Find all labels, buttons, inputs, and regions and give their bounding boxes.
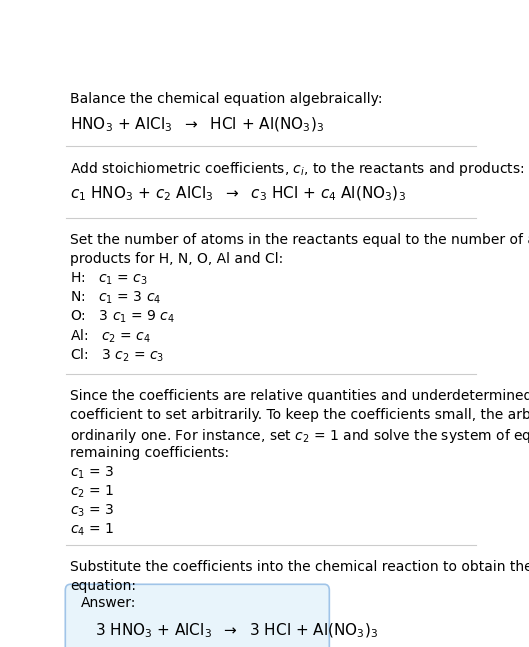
- Text: H:   $c_1$ = $c_3$: H: $c_1$ = $c_3$: [70, 271, 148, 287]
- Text: remaining coefficients:: remaining coefficients:: [70, 446, 230, 460]
- Text: O:   3 $c_1$ = 9 $c_4$: O: 3 $c_1$ = 9 $c_4$: [70, 309, 176, 325]
- Text: Al:   $c_2$ = $c_4$: Al: $c_2$ = $c_4$: [70, 328, 151, 345]
- Text: Cl:   3 $c_2$ = $c_3$: Cl: 3 $c_2$ = $c_3$: [70, 347, 165, 364]
- Text: Set the number of atoms in the reactants equal to the number of atoms in the: Set the number of atoms in the reactants…: [70, 233, 529, 247]
- Text: $c_1$ HNO$_3$ + $c_2$ AlCl$_3$  $\rightarrow$  $c_3$ HCl + $c_4$ Al(NO$_3$)$_3$: $c_1$ HNO$_3$ + $c_2$ AlCl$_3$ $\rightar…: [70, 184, 406, 203]
- Text: $c_2$ = 1: $c_2$ = 1: [70, 484, 114, 500]
- Text: Substitute the coefficients into the chemical reaction to obtain the balanced: Substitute the coefficients into the che…: [70, 560, 529, 575]
- Text: Since the coefficients are relative quantities and underdetermined, choose a: Since the coefficients are relative quan…: [70, 389, 529, 403]
- Text: 3 HNO$_3$ + AlCl$_3$  $\rightarrow$  3 HCl + Al(NO$_3$)$_3$: 3 HNO$_3$ + AlCl$_3$ $\rightarrow$ 3 HCl…: [95, 621, 378, 640]
- Text: equation:: equation:: [70, 579, 136, 593]
- Text: Answer:: Answer:: [80, 597, 136, 610]
- Text: $c_3$ = 3: $c_3$ = 3: [70, 503, 115, 519]
- Text: coefficient to set arbitrarily. To keep the coefficients small, the arbitrary va: coefficient to set arbitrarily. To keep …: [70, 408, 529, 422]
- Text: products for H, N, O, Al and Cl:: products for H, N, O, Al and Cl:: [70, 252, 284, 266]
- Text: ordinarily one. For instance, set $c_2$ = 1 and solve the system of equations fo: ordinarily one. For instance, set $c_2$ …: [70, 427, 529, 445]
- Text: N:   $c_1$ = 3 $c_4$: N: $c_1$ = 3 $c_4$: [70, 290, 161, 306]
- Text: Add stoichiometric coefficients, $c_i$, to the reactants and products:: Add stoichiometric coefficients, $c_i$, …: [70, 160, 525, 179]
- FancyBboxPatch shape: [65, 584, 330, 647]
- Text: $c_4$ = 1: $c_4$ = 1: [70, 521, 114, 538]
- Text: $c_1$ = 3: $c_1$ = 3: [70, 465, 115, 481]
- Text: Balance the chemical equation algebraically:: Balance the chemical equation algebraica…: [70, 92, 382, 105]
- Text: HNO$_3$ + AlCl$_3$  $\rightarrow$  HCl + Al(NO$_3$)$_3$: HNO$_3$ + AlCl$_3$ $\rightarrow$ HCl + A…: [70, 116, 324, 134]
